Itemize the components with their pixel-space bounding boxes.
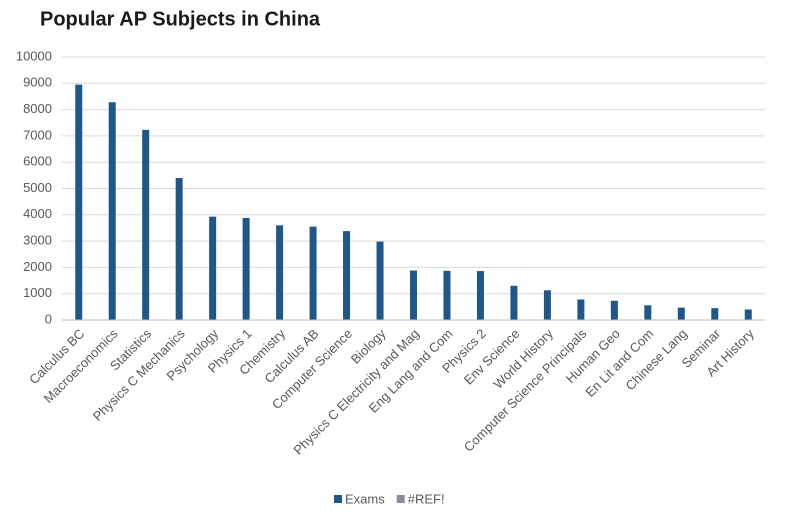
- bar: [75, 84, 83, 321]
- bar: [309, 226, 317, 320]
- legend-swatch: [334, 495, 342, 503]
- y-tick-label: 5000: [23, 180, 52, 195]
- bar: [108, 102, 116, 321]
- y-tick-label: 2000: [23, 259, 52, 274]
- bar: [476, 271, 484, 320]
- bar: [175, 177, 183, 320]
- bar: [610, 300, 618, 320]
- bar: [242, 217, 250, 320]
- y-tick-label: 4000: [23, 206, 52, 221]
- y-tick-label: 8000: [23, 101, 52, 116]
- legend-swatch: [396, 495, 405, 503]
- bar: [343, 231, 351, 320]
- bar: [410, 270, 417, 320]
- bar: [209, 216, 217, 320]
- bar: [543, 290, 551, 320]
- legend-label: Exams: [345, 491, 385, 506]
- bar: [577, 299, 585, 320]
- bar: [142, 129, 150, 320]
- bar: [276, 225, 284, 320]
- bar: [376, 241, 384, 320]
- y-tick-label: 0: [45, 311, 52, 326]
- legend-label: #REF!: [408, 491, 445, 506]
- chart-title: Popular AP Subjects in China: [40, 8, 321, 30]
- y-tick-label: 1000: [23, 285, 52, 300]
- bar: [443, 270, 451, 320]
- bar: [711, 308, 719, 320]
- y-tick-label: 7000: [23, 127, 52, 142]
- y-tick-label: 10000: [16, 48, 52, 63]
- bar: [744, 309, 752, 320]
- y-tick-label: 3000: [23, 233, 52, 248]
- y-tick-label: 6000: [23, 154, 52, 169]
- bar: [510, 285, 518, 320]
- bar: [677, 307, 685, 320]
- bar: [644, 305, 652, 320]
- y-tick-label: 9000: [23, 75, 52, 90]
